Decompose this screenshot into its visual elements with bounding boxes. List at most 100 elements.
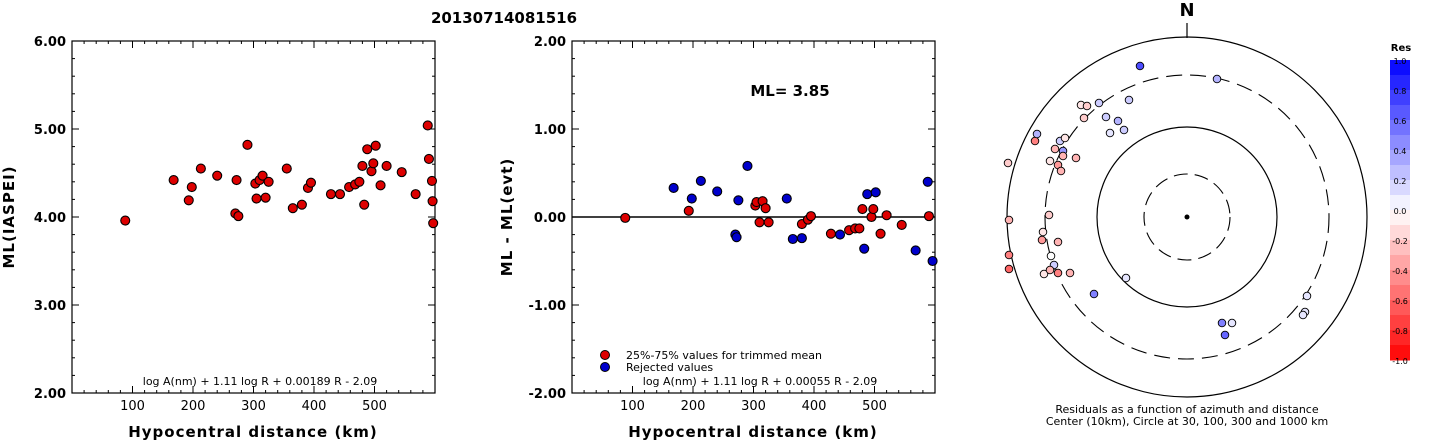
plot1-y-tick-label: 2.00 xyxy=(34,387,66,402)
plot1-x-tick-label: 200 xyxy=(181,399,206,414)
colorbar-cell xyxy=(1390,345,1410,361)
colorbar-cell xyxy=(1390,240,1410,256)
colorbar-cell xyxy=(1390,270,1410,286)
map-station-point xyxy=(1101,112,1111,122)
station-point xyxy=(233,211,244,222)
station-point xyxy=(195,163,206,174)
accepted-point xyxy=(825,228,836,239)
colorbar-cells xyxy=(1390,60,1410,361)
plot2-y-tick-label: -2.00 xyxy=(529,387,566,402)
station-point xyxy=(263,176,274,187)
map-station-point xyxy=(1044,210,1054,220)
station-point xyxy=(231,174,242,186)
station-point xyxy=(359,199,370,210)
station-point xyxy=(396,167,407,178)
map-station-point xyxy=(1212,74,1222,84)
map-station-point xyxy=(1004,215,1014,225)
accepted-point xyxy=(805,211,817,222)
plot1-y-ticks: 2.00 3.00 4.00 5.00 6.00 xyxy=(34,35,435,402)
map-station-point xyxy=(1113,116,1123,126)
station-point xyxy=(120,215,131,226)
ring-30km xyxy=(1143,173,1231,261)
map-station-point xyxy=(1302,291,1312,301)
colorbar-cell xyxy=(1390,330,1410,346)
map-station-point xyxy=(1032,129,1042,139)
plot1-x-tick-label: 300 xyxy=(241,399,266,414)
rejected-point xyxy=(731,232,742,243)
accepted-point xyxy=(854,223,865,234)
station-point xyxy=(325,189,336,200)
colorbar-tick-label: -0.8 xyxy=(1392,327,1408,336)
north-label: N xyxy=(1179,0,1194,21)
legend-accepted-marker xyxy=(600,350,610,360)
legend-rejected-marker xyxy=(600,362,610,372)
plot2-y-tick-label: 2.00 xyxy=(534,35,566,50)
colorbar-cell xyxy=(1390,285,1410,301)
plot1-x-tick-label: 400 xyxy=(302,399,327,414)
map-station-point xyxy=(1227,318,1237,328)
station-point xyxy=(260,192,271,203)
plot2-x-ticks: 100 200 300 400 500 xyxy=(583,41,924,414)
plot1-y-tick-label: 5.00 xyxy=(34,123,66,138)
map-station-point xyxy=(1121,273,1131,283)
accepted-point xyxy=(923,211,935,222)
colorbar-tick-label: 0.2 xyxy=(1394,177,1407,186)
station-point xyxy=(381,160,392,172)
plot2-x-tick-label: 400 xyxy=(802,399,827,414)
ml-annotation: ML= 3.85 xyxy=(750,82,829,100)
colorbar-cell xyxy=(1390,180,1410,196)
plot2-y-ticks: -2.00 -1.00 0.00 1.00 2.00 xyxy=(529,35,935,402)
map-station-point xyxy=(1037,235,1047,245)
station-point xyxy=(368,158,379,169)
rejected-point xyxy=(834,229,846,240)
plot1-y-tick-label: 4.00 xyxy=(34,211,66,226)
rejected-point xyxy=(686,193,697,204)
station-point xyxy=(422,120,433,131)
plot1-y-tick-label: 6.00 xyxy=(34,35,66,50)
station-point xyxy=(168,174,179,186)
station-point xyxy=(334,189,346,200)
station-point xyxy=(296,199,307,210)
accepted-point xyxy=(868,204,879,215)
rejected-point xyxy=(742,160,753,172)
station-point xyxy=(426,175,438,186)
colorbar-cell xyxy=(1390,120,1410,136)
colorbar-cell xyxy=(1390,75,1410,91)
legend-accepted-label: 25%-75% values for trimmed mean xyxy=(626,349,822,362)
ml-iaspei-plot: 2.00 3.00 4.00 5.00 6.00 100 200 300 400 500 log… xyxy=(0,35,439,441)
accepted-point xyxy=(881,210,892,221)
rejected-point xyxy=(733,195,744,206)
colorbar-cell xyxy=(1390,165,1410,181)
map-station-point xyxy=(1053,268,1063,278)
plot1-x-tick-label: 500 xyxy=(362,399,387,414)
accepted-point xyxy=(875,228,886,239)
colorbar-cell xyxy=(1390,195,1410,211)
plot2-formula: log A(nm) + 1.11 log R + 0.00055 R - 2.0… xyxy=(643,375,877,388)
accepted-point xyxy=(763,217,774,228)
rejected-point xyxy=(859,243,870,254)
plot1-x-tick-label: 100 xyxy=(120,399,145,414)
rejected-point xyxy=(695,175,706,186)
colorbar-tick-label: 0.6 xyxy=(1394,117,1407,126)
ring-100km xyxy=(1096,126,1278,308)
map-station-point xyxy=(1004,250,1014,260)
colorbar-tick-label: -1.0 xyxy=(1392,357,1408,366)
colorbar-cell xyxy=(1390,315,1410,331)
station-point xyxy=(212,170,223,181)
plot2-x-tick-label: 300 xyxy=(741,399,766,414)
plot2-y-tick-label: 0.00 xyxy=(534,211,566,226)
plot2-x-axis-label: Hypocentral distance (km) xyxy=(628,423,878,441)
residual-colorbar: Res 1.0 0.8 0.6 0.4 0.2 0.0 -0.2 -0.4 -0.6 -0.8 -1… xyxy=(1390,43,1411,366)
map-station-point xyxy=(1105,128,1115,138)
epicenter-marker xyxy=(1184,214,1190,220)
map-station-point xyxy=(1298,310,1308,320)
plot1-y-tick-label: 3.00 xyxy=(34,299,66,314)
rejected-point xyxy=(796,233,807,244)
colorbar-tick-label: -0.2 xyxy=(1392,237,1408,246)
station-point xyxy=(305,177,317,188)
map-station-point xyxy=(1046,251,1056,261)
colorbar-tick-label: 0.8 xyxy=(1394,87,1407,96)
map-stations xyxy=(1003,61,1312,340)
map-station-point xyxy=(1071,153,1081,163)
